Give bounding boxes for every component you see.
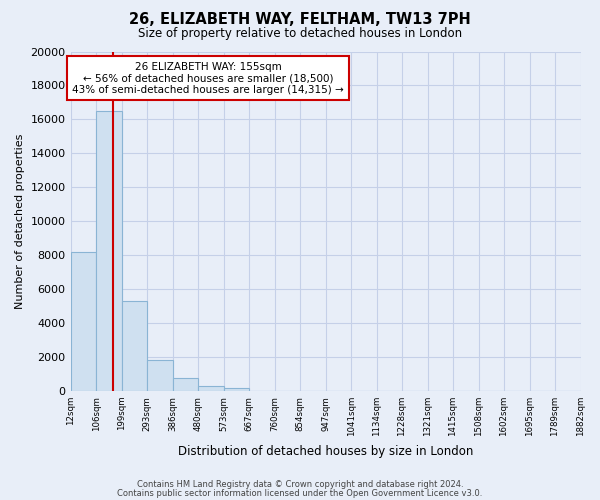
Bar: [122, 301, 147, 391]
Y-axis label: Number of detached properties: Number of detached properties: [15, 134, 25, 309]
Bar: [71, 252, 96, 391]
Text: Contains HM Land Registry data © Crown copyright and database right 2024.: Contains HM Land Registry data © Crown c…: [137, 480, 463, 489]
X-axis label: Distribution of detached houses by size in London: Distribution of detached houses by size …: [178, 444, 473, 458]
Text: Contains public sector information licensed under the Open Government Licence v3: Contains public sector information licen…: [118, 489, 482, 498]
Bar: [224, 388, 249, 391]
Text: Size of property relative to detached houses in London: Size of property relative to detached ho…: [138, 28, 462, 40]
Bar: [147, 360, 173, 391]
Bar: [198, 386, 224, 391]
Bar: [173, 378, 198, 391]
Bar: [96, 111, 122, 391]
Text: 26, ELIZABETH WAY, FELTHAM, TW13 7PH: 26, ELIZABETH WAY, FELTHAM, TW13 7PH: [129, 12, 471, 28]
Text: 26 ELIZABETH WAY: 155sqm
← 56% of detached houses are smaller (18,500)
43% of se: 26 ELIZABETH WAY: 155sqm ← 56% of detach…: [73, 62, 344, 95]
